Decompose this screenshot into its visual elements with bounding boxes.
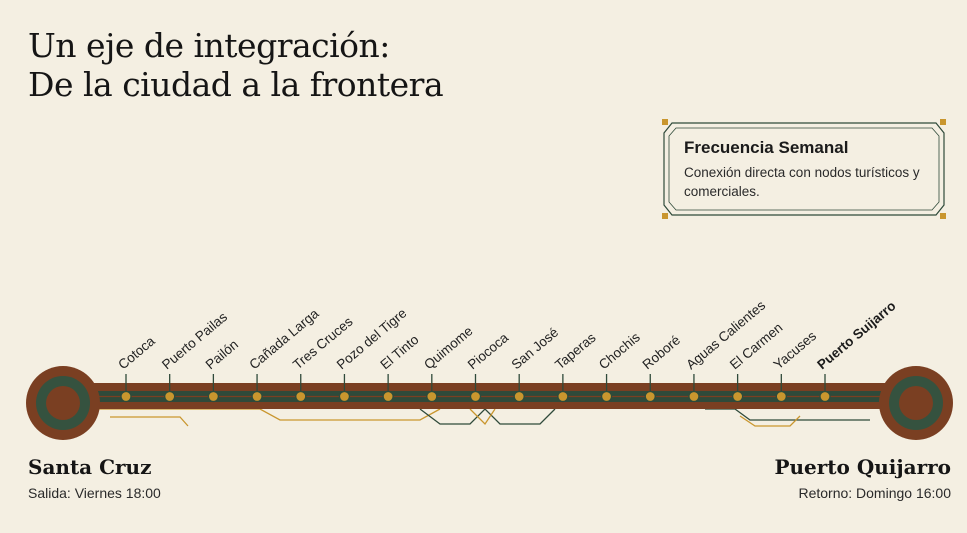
station-label: Chochis [596,329,643,372]
origin-schedule: Salida: Viernes 18:00 [28,485,161,501]
station-dot [644,390,656,403]
station-dot [557,390,569,403]
station-dot [513,390,525,403]
station-dot [600,390,613,403]
station-label: Cotoca [115,333,158,372]
station-label: Roboré [640,332,684,372]
page-title: Un eje de integración: De la ciudad a la… [28,26,444,104]
origin-name: Santa Cruz [28,455,152,479]
origin-terminal-icon [26,366,100,440]
title-line-2: De la ciudad a la frontera [28,65,444,104]
station-dot [426,390,438,403]
frequency-info-box: Frecuencia Semanal Conexión directa con … [662,119,946,219]
destination-name: Puerto Quijarro [774,455,951,479]
frequency-box-frame [662,119,946,219]
station-dot [775,390,787,403]
station-dot [164,390,176,403]
station-dot [338,390,351,403]
title-line-1: Un eje de integración: [28,26,390,65]
station-dot [688,390,700,403]
station-dot [382,390,394,403]
station-dot [295,390,307,403]
station-dot [819,390,831,403]
destination-terminal-icon [879,366,953,440]
station-dot [207,390,220,403]
station-label: Aguas Calientes [683,297,768,372]
station-label: Puerto Suijarro [814,298,898,372]
station-dot [120,390,132,403]
station-dot [251,390,263,403]
station-dot [731,390,744,403]
station-dot [469,390,482,403]
station-label: San José [508,325,561,373]
station-label: Pailón [203,337,241,373]
main-rail-line [60,383,916,409]
destination-schedule: Retorno: Domingo 16:00 [798,485,951,501]
frequency-description: Conexión directa con nodos turísticos y … [684,165,920,199]
frequency-heading: Frecuencia Semanal [684,138,849,157]
